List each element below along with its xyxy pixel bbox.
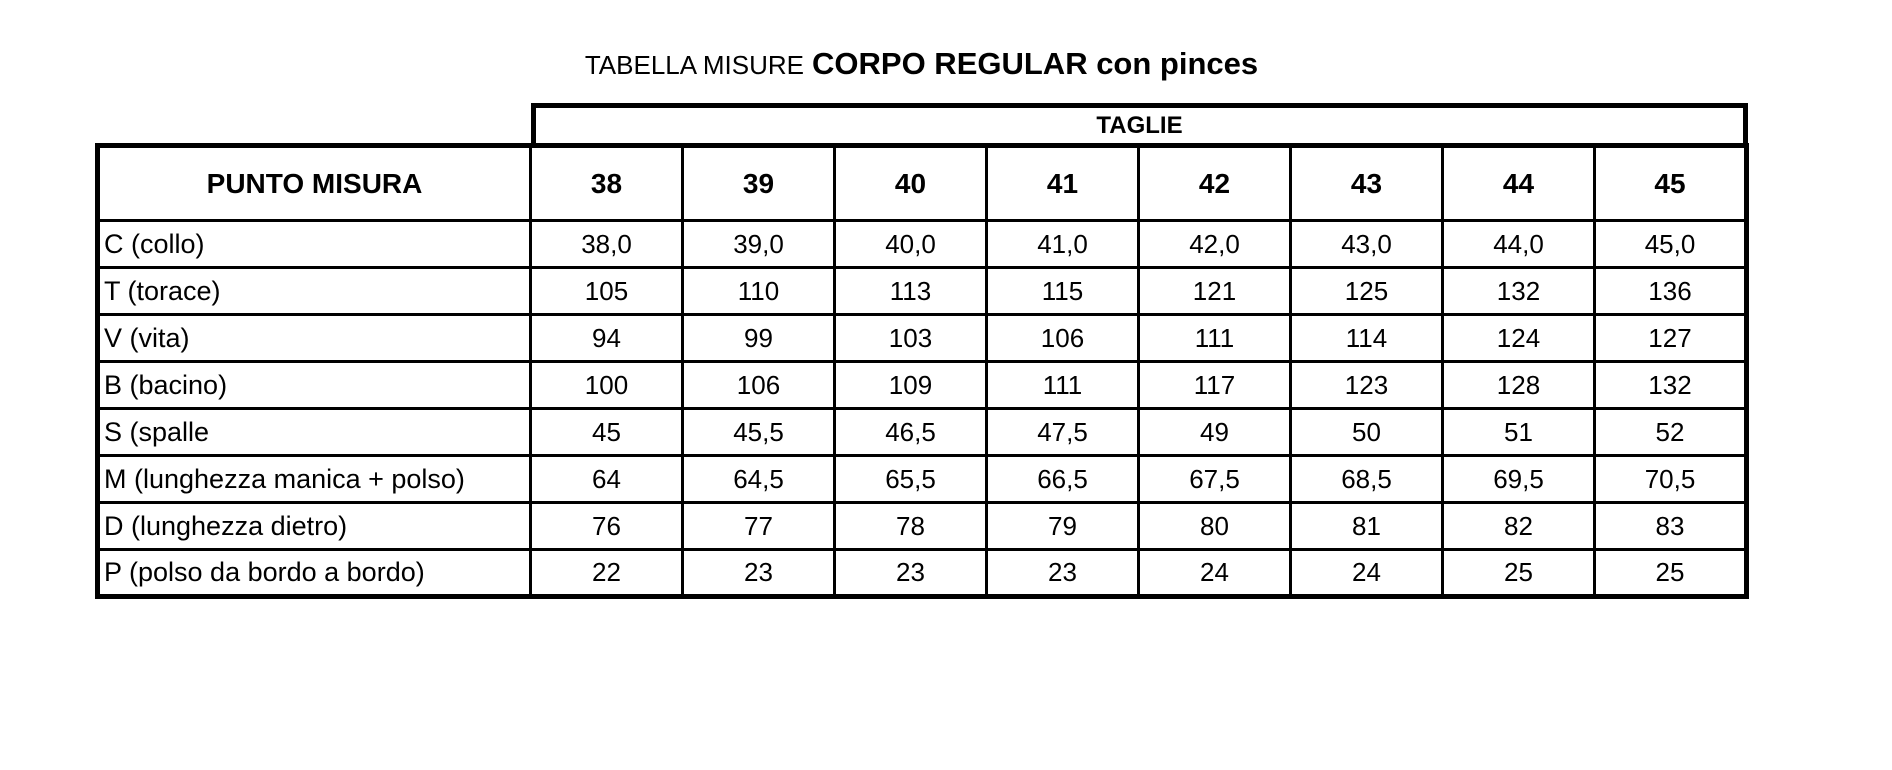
taglie-label: TAGLIE [1096,112,1183,139]
table-row: V (vita) 94 99 103 106 111 114 124 127 [96,313,1748,363]
measure-value: 69,5 [1441,454,1596,504]
measure-value: 123 [1289,360,1444,410]
size-header-42: 42 [1137,144,1292,222]
measure-value: 100 [529,360,684,410]
measure-value: 45,0 [1593,219,1748,269]
table-row: M (lunghezza manica + polso) 64 64,5 65,5 66… [96,454,1748,504]
measure-value: 78 [833,501,988,551]
size-table: PUNTO MISURA 38 39 40 41 42 43 44 45 C (collo) 3… [95,143,1749,599]
measure-label: S (spalle [96,407,532,457]
measure-value: 136 [1593,266,1748,316]
measure-value: 50 [1289,407,1444,457]
table-row: B (bacino) 100 106 109 111 117 123 128 132 [96,360,1748,410]
measure-value: 44,0 [1441,219,1596,269]
measure-value: 43,0 [1289,219,1444,269]
measure-value: 65,5 [833,454,988,504]
measure-label: P (polso da bordo a bordo) [96,548,532,598]
measure-value: 117 [1137,360,1292,410]
measure-value: 25 [1441,548,1596,598]
measure-label: M (lunghezza manica + polso) [96,454,532,504]
measure-value: 23 [833,548,988,598]
table-header-row: PUNTO MISURA 38 39 40 41 42 43 44 45 [96,144,1748,222]
measure-value: 106 [681,360,836,410]
measure-value: 103 [833,313,988,363]
measure-value: 114 [1289,313,1444,363]
measure-value: 41,0 [985,219,1140,269]
size-header-41: 41 [985,144,1140,222]
table-body: C (collo) 38,0 39,0 40,0 41,0 42,0 43,0 44,0 45,… [96,219,1748,598]
measure-value: 113 [833,266,988,316]
measure-value: 82 [1441,501,1596,551]
measure-value: 42,0 [1137,219,1292,269]
measure-label: V (vita) [96,313,532,363]
measure-value: 99 [681,313,836,363]
table-row: S (spalle 45 45,5 46,5 47,5 49 50 51 52 [96,407,1748,457]
measure-value: 80 [1137,501,1292,551]
size-header-43: 43 [1289,144,1444,222]
measure-value: 77 [681,501,836,551]
measure-value: 121 [1137,266,1292,316]
measure-value: 127 [1593,313,1748,363]
measure-label: C (collo) [96,219,532,269]
measure-value: 94 [529,313,684,363]
measure-value: 124 [1441,313,1596,363]
measure-value: 105 [529,266,684,316]
measure-value: 68,5 [1289,454,1444,504]
title-prefix: TABELLA MISURE [584,50,805,80]
size-header-44: 44 [1441,144,1596,222]
measure-label: D (lunghezza dietro) [96,501,532,551]
size-header-38: 38 [529,144,684,222]
title-bold: CORPO REGULAR con pinces [812,46,1259,81]
measure-value: 66,5 [985,454,1140,504]
measure-value: 70,5 [1593,454,1748,504]
table-row: T (torace) 105 110 113 115 121 125 132 136 [96,266,1748,316]
measure-label: B (bacino) [96,360,532,410]
measure-value: 45 [529,407,684,457]
measure-value: 40,0 [833,219,988,269]
measure-value: 111 [985,360,1140,410]
measure-value: 23 [681,548,836,598]
measure-value: 45,5 [681,407,836,457]
measure-value: 38,0 [529,219,684,269]
measure-value: 110 [681,266,836,316]
measure-value: 106 [985,313,1140,363]
measure-value: 128 [1441,360,1596,410]
measure-value: 22 [529,548,684,598]
measure-value: 64,5 [681,454,836,504]
table-row: D (lunghezza dietro) 76 77 78 79 80 81 82 83 [96,501,1748,551]
page-title: TABELLA MISURE CORPO REGULAR con pinces [95,46,1748,82]
table-row: P (polso da bordo a bordo) 22 23 23 23 24 24 25… [96,548,1748,598]
size-header-40: 40 [833,144,988,222]
measure-value: 64 [529,454,684,504]
measure-value: 49 [1137,407,1292,457]
punto-misura-header: PUNTO MISURA [96,144,532,222]
measure-value: 52 [1593,407,1748,457]
measure-value: 81 [1289,501,1444,551]
measure-value: 132 [1441,266,1596,316]
measure-value: 24 [1137,548,1292,598]
measure-value: 125 [1289,266,1444,316]
measure-value: 79 [985,501,1140,551]
measure-value: 132 [1593,360,1748,410]
measure-value: 23 [985,548,1140,598]
measure-value: 111 [1137,313,1292,363]
measure-value: 46,5 [833,407,988,457]
size-header-45: 45 [1593,144,1748,222]
measure-value: 47,5 [985,407,1140,457]
measure-label: T (torace) [96,266,532,316]
measure-value: 76 [529,501,684,551]
measure-value: 25 [1593,548,1748,598]
measure-value: 24 [1289,548,1444,598]
measure-value: 115 [985,266,1140,316]
measure-value: 83 [1593,501,1748,551]
measure-value: 51 [1441,407,1596,457]
table-row: C (collo) 38,0 39,0 40,0 41,0 42,0 43,0 44,0 45,… [96,219,1748,269]
measure-value: 67,5 [1137,454,1292,504]
size-header-39: 39 [681,144,836,222]
taglie-header: TAGLIE [531,103,1748,148]
measure-value: 39,0 [681,219,836,269]
measure-value: 109 [833,360,988,410]
